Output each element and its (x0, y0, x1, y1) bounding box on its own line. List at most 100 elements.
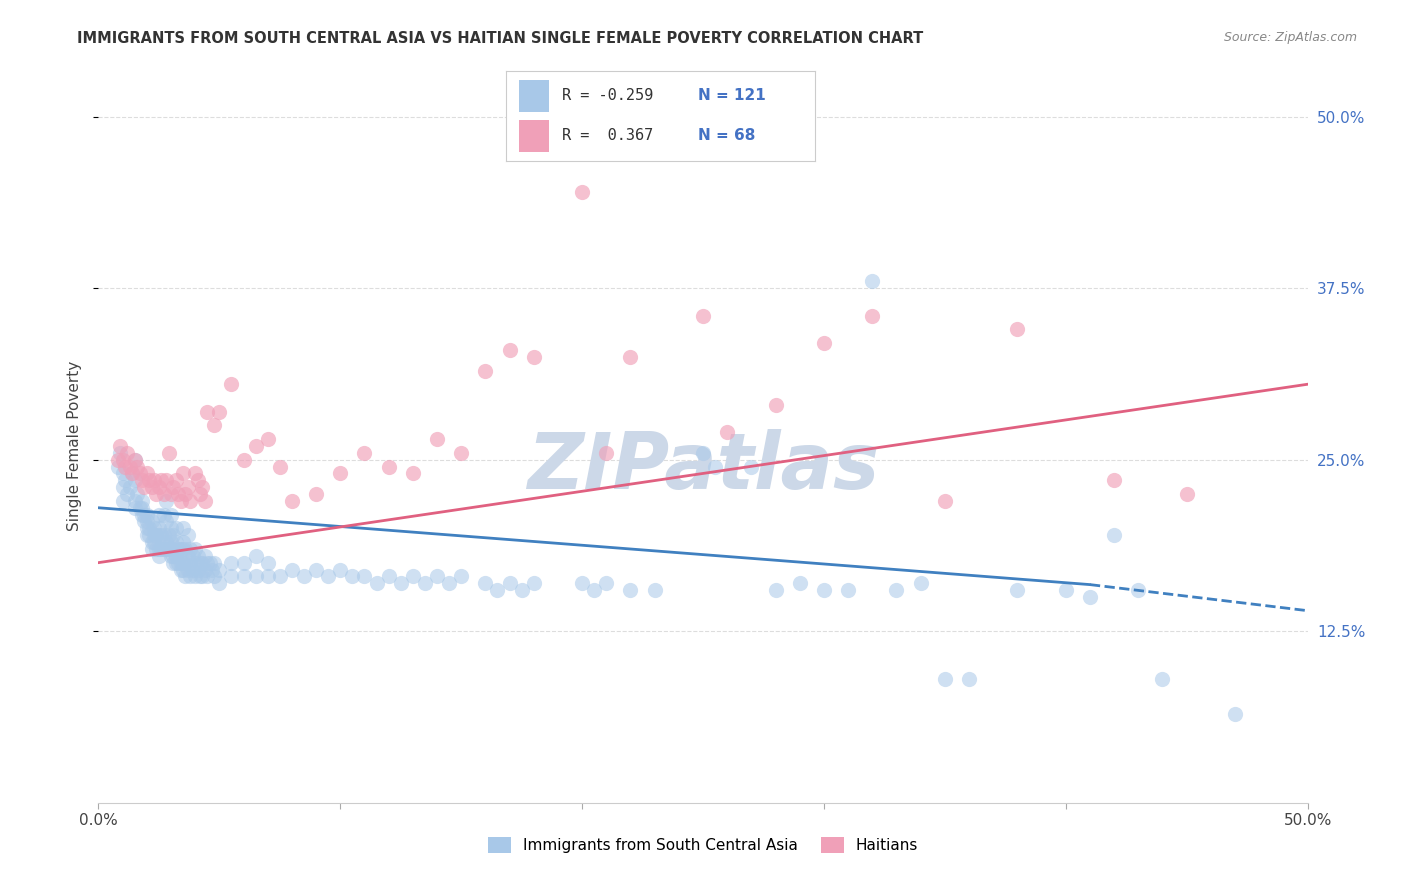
Point (131, 500, 153, 515)
Point (172, 521, 194, 535)
Point (179, 541, 201, 556)
Point (165, 473, 187, 487)
Point (402, 569, 425, 583)
Point (232, 556, 254, 570)
Text: ZIPatlas: ZIPatlas (527, 429, 879, 506)
Point (353, 569, 375, 583)
Point (619, 583, 641, 598)
Point (402, 467, 425, 481)
Point (155, 494, 177, 508)
Point (208, 576, 231, 591)
Point (413, 576, 436, 591)
Point (184, 556, 207, 570)
Point (281, 494, 304, 508)
Point (145, 528, 167, 542)
Point (389, 576, 412, 591)
Point (957, 673, 980, 687)
Point (181, 549, 204, 563)
Point (179, 569, 201, 583)
Point (174, 569, 197, 583)
Point (269, 569, 291, 583)
Point (162, 556, 184, 570)
Point (169, 494, 191, 508)
Point (281, 562, 304, 576)
Point (127, 459, 149, 474)
Point (198, 556, 221, 570)
Point (162, 549, 184, 563)
Point (208, 562, 231, 576)
Point (204, 569, 226, 583)
Point (269, 459, 291, 474)
Point (169, 562, 191, 576)
Point (107, 459, 129, 474)
Point (160, 549, 183, 563)
Point (583, 583, 606, 598)
Point (292, 569, 315, 583)
Point (426, 432, 449, 446)
Point (141, 535, 163, 549)
Point (124, 494, 146, 508)
Point (1054, 583, 1077, 598)
Point (177, 549, 200, 563)
Point (118, 480, 141, 494)
Point (765, 583, 787, 598)
Point (221, 377, 243, 392)
Point (134, 508, 156, 522)
Point (474, 363, 496, 377)
Point (208, 405, 231, 419)
Point (143, 521, 166, 535)
Point (221, 556, 243, 570)
Point (157, 528, 180, 542)
Point (716, 425, 738, 440)
Point (353, 446, 375, 460)
Point (571, 576, 593, 591)
FancyBboxPatch shape (519, 120, 550, 152)
Point (813, 336, 835, 351)
FancyBboxPatch shape (519, 80, 550, 112)
Legend: Immigrants from South Central Asia, Haitians: Immigrants from South Central Asia, Hait… (482, 831, 924, 859)
Point (204, 418, 226, 433)
Point (934, 673, 956, 687)
Point (1078, 590, 1101, 604)
Point (157, 541, 180, 556)
Point (1102, 528, 1125, 542)
Point (837, 583, 859, 598)
Point (148, 541, 170, 556)
Point (150, 541, 173, 556)
Point (1175, 487, 1198, 501)
Point (108, 446, 131, 460)
Point (450, 569, 472, 583)
Point (135, 515, 157, 529)
Point (191, 556, 214, 570)
Point (111, 480, 134, 494)
Point (172, 562, 194, 576)
Point (813, 583, 835, 598)
Point (860, 274, 883, 288)
Point (571, 185, 593, 199)
Point (157, 446, 180, 460)
Point (152, 541, 174, 556)
Point (232, 452, 254, 467)
Point (167, 556, 190, 570)
Point (177, 562, 200, 576)
Point (148, 480, 170, 494)
Point (187, 549, 209, 563)
Point (162, 480, 184, 494)
Point (704, 459, 727, 474)
Point (160, 487, 183, 501)
Point (523, 350, 546, 364)
Point (1007, 583, 1029, 598)
Point (155, 541, 177, 556)
Point (138, 473, 160, 487)
Point (619, 350, 641, 364)
Point (1223, 706, 1246, 721)
Point (111, 467, 134, 481)
Point (474, 576, 496, 591)
Point (111, 452, 134, 467)
Point (188, 487, 211, 501)
Point (165, 535, 187, 549)
Text: IMMIGRANTS FROM SOUTH CENTRAL ASIA VS HAITIAN SINGLE FEMALE POVERTY CORRELATION : IMMIGRANTS FROM SOUTH CENTRAL ASIA VS HA… (77, 31, 924, 46)
Point (498, 343, 520, 357)
Point (191, 480, 214, 494)
Point (148, 549, 170, 563)
